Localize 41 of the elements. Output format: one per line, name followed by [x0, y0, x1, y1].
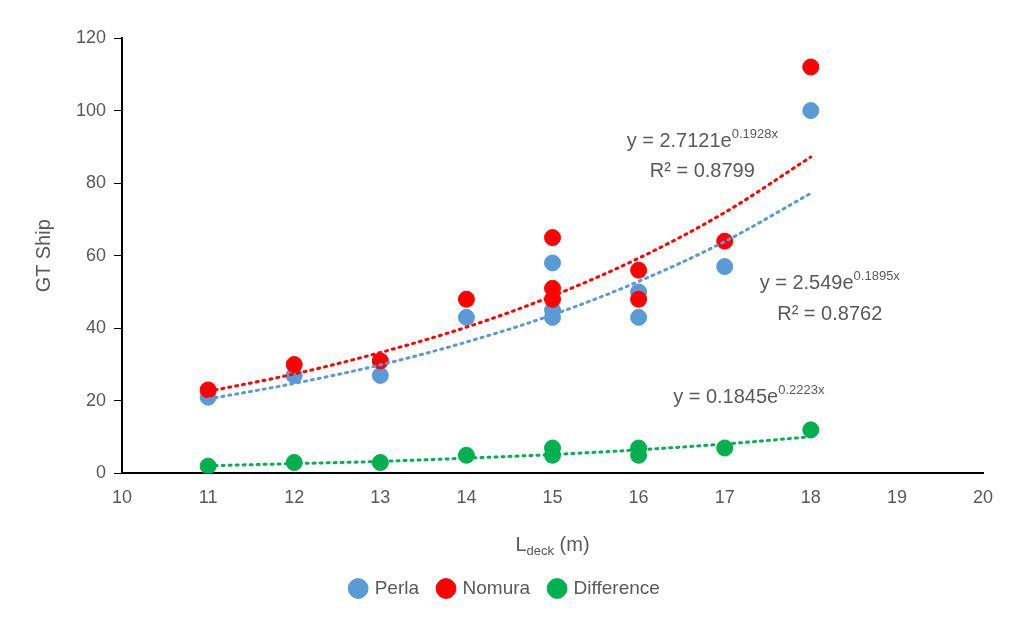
- point: [457, 308, 475, 326]
- y-tick-label: 60: [86, 244, 107, 265]
- x-tick-label: 15: [542, 487, 563, 508]
- y-tick-label: 20: [86, 389, 107, 410]
- x-tick-label: 12: [284, 487, 305, 508]
- x-tick-label: 20: [972, 487, 994, 508]
- x-tick-label: 18: [800, 487, 821, 508]
- point: [371, 454, 389, 472]
- x-tick-label: 16: [628, 487, 649, 508]
- y-tick-label: 80: [86, 172, 107, 193]
- x-tick-label: 13: [370, 487, 391, 508]
- x-tick-label: 14: [456, 487, 477, 508]
- legend-label: Perla: [374, 576, 420, 598]
- point: [716, 258, 734, 276]
- legend-label: Nomura: [462, 576, 531, 598]
- x-tick-label: 19: [886, 487, 907, 508]
- point: [802, 102, 820, 120]
- point: [802, 421, 820, 439]
- point: [544, 254, 562, 272]
- x-tick-label: 17: [714, 487, 735, 508]
- annotation: R² = 0.8762: [777, 302, 883, 325]
- point: [457, 290, 475, 308]
- point: [544, 229, 562, 247]
- annotation: R² = 0.8799: [649, 158, 755, 181]
- legend-label: Difference: [573, 576, 660, 598]
- y-tick-label: 40: [86, 317, 107, 338]
- point: [630, 290, 648, 308]
- point: [199, 381, 217, 399]
- x-tick-label: 10: [112, 487, 133, 508]
- point: [199, 457, 217, 474]
- y-axis-title: GT Ship: [31, 219, 54, 293]
- y-tick-label: 0: [96, 462, 107, 483]
- point: [802, 58, 820, 76]
- point: [285, 356, 303, 374]
- x-tick-label: 11: [198, 487, 218, 508]
- point: [457, 446, 475, 464]
- point: [630, 308, 648, 326]
- point: [630, 261, 648, 279]
- y-tick-label: 120: [75, 26, 107, 47]
- y-tick-label: 100: [75, 99, 107, 120]
- point: [371, 366, 389, 384]
